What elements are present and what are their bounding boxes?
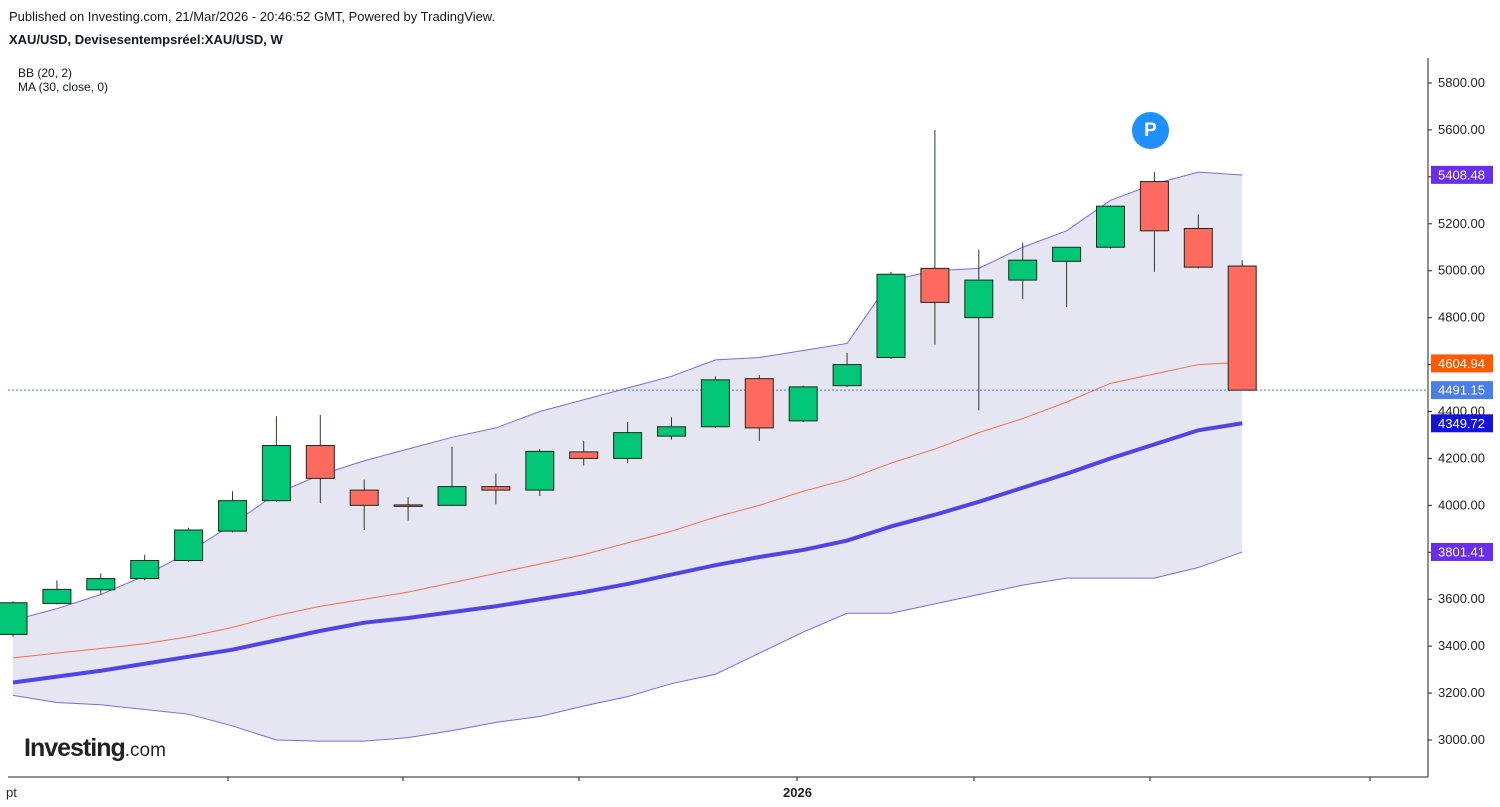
bb-middle-line bbox=[12, 361, 1243, 659]
price-label: 4491.15 bbox=[1438, 383, 1485, 398]
candle bbox=[261, 445, 291, 502]
candle bbox=[613, 432, 643, 459]
candle bbox=[481, 486, 511, 491]
y-tick-label: 5000.00 bbox=[1438, 263, 1485, 278]
indicator-ma[interactable]: MA (30, close, 0) bbox=[18, 80, 109, 94]
y-tick-label: 5600.00 bbox=[1438, 122, 1485, 137]
bb-upper-line bbox=[12, 171, 1243, 621]
candle bbox=[788, 386, 818, 422]
price-label-box bbox=[1431, 381, 1493, 400]
price-label-box bbox=[1431, 414, 1493, 433]
candle bbox=[1227, 265, 1257, 391]
candle bbox=[876, 273, 906, 359]
y-tick-label: 3600.00 bbox=[1438, 591, 1485, 606]
candle bbox=[920, 267, 950, 303]
y-tick-label: 5800.00 bbox=[1438, 75, 1485, 90]
candle bbox=[744, 378, 774, 429]
price-label-box bbox=[1431, 542, 1493, 561]
candle bbox=[525, 450, 555, 491]
y-tick-label: 3400.00 bbox=[1438, 638, 1485, 653]
candle bbox=[1183, 227, 1213, 268]
y-tick-label: 5200.00 bbox=[1438, 216, 1485, 231]
candle bbox=[86, 578, 116, 591]
price-label: 5408.48 bbox=[1438, 167, 1485, 182]
price-label-box bbox=[1431, 354, 1493, 373]
candle bbox=[130, 559, 160, 580]
candle bbox=[42, 588, 72, 604]
ma30-line bbox=[12, 421, 1243, 685]
candle bbox=[349, 489, 379, 506]
candle bbox=[174, 529, 204, 561]
candle bbox=[1139, 181, 1169, 232]
price-label: 3801.41 bbox=[1438, 544, 1485, 559]
indicator-bb[interactable]: BB (20, 2) bbox=[18, 66, 73, 80]
candle bbox=[0, 602, 28, 635]
price-label: 4604.94 bbox=[1438, 356, 1485, 371]
candle bbox=[305, 445, 335, 479]
candle bbox=[1008, 259, 1038, 281]
y-tick-label: 3000.00 bbox=[1438, 732, 1485, 747]
y-tick-label: 4000.00 bbox=[1438, 497, 1485, 512]
marker-p-icon[interactable]: P bbox=[1132, 112, 1169, 149]
candle bbox=[437, 486, 467, 506]
candle bbox=[1096, 205, 1125, 248]
symbol-title: XAU/USD, Devisesentempsréel:XAU/USD, W bbox=[9, 32, 283, 47]
price-label-box bbox=[1431, 165, 1493, 184]
x-tick-label: 2026 bbox=[783, 785, 812, 800]
candle bbox=[393, 504, 423, 507]
candle bbox=[700, 379, 730, 428]
candle bbox=[964, 279, 994, 319]
candle bbox=[832, 364, 862, 387]
bb-lower-line bbox=[12, 551, 1243, 742]
candle bbox=[218, 500, 247, 532]
y-tick-label: 4200.00 bbox=[1438, 450, 1485, 465]
published-info: Published on Investing.com, 21/Mar/2026 … bbox=[9, 9, 496, 24]
x-tick-label: pt bbox=[6, 785, 17, 800]
investing-logo: Investing.com bbox=[24, 734, 166, 762]
y-tick-label: 4800.00 bbox=[1438, 310, 1485, 325]
y-tick-label: 3200.00 bbox=[1438, 685, 1485, 700]
candle bbox=[569, 451, 599, 459]
price-label: 4349.72 bbox=[1438, 416, 1485, 431]
candle bbox=[657, 426, 686, 437]
candle bbox=[1052, 246, 1082, 262]
